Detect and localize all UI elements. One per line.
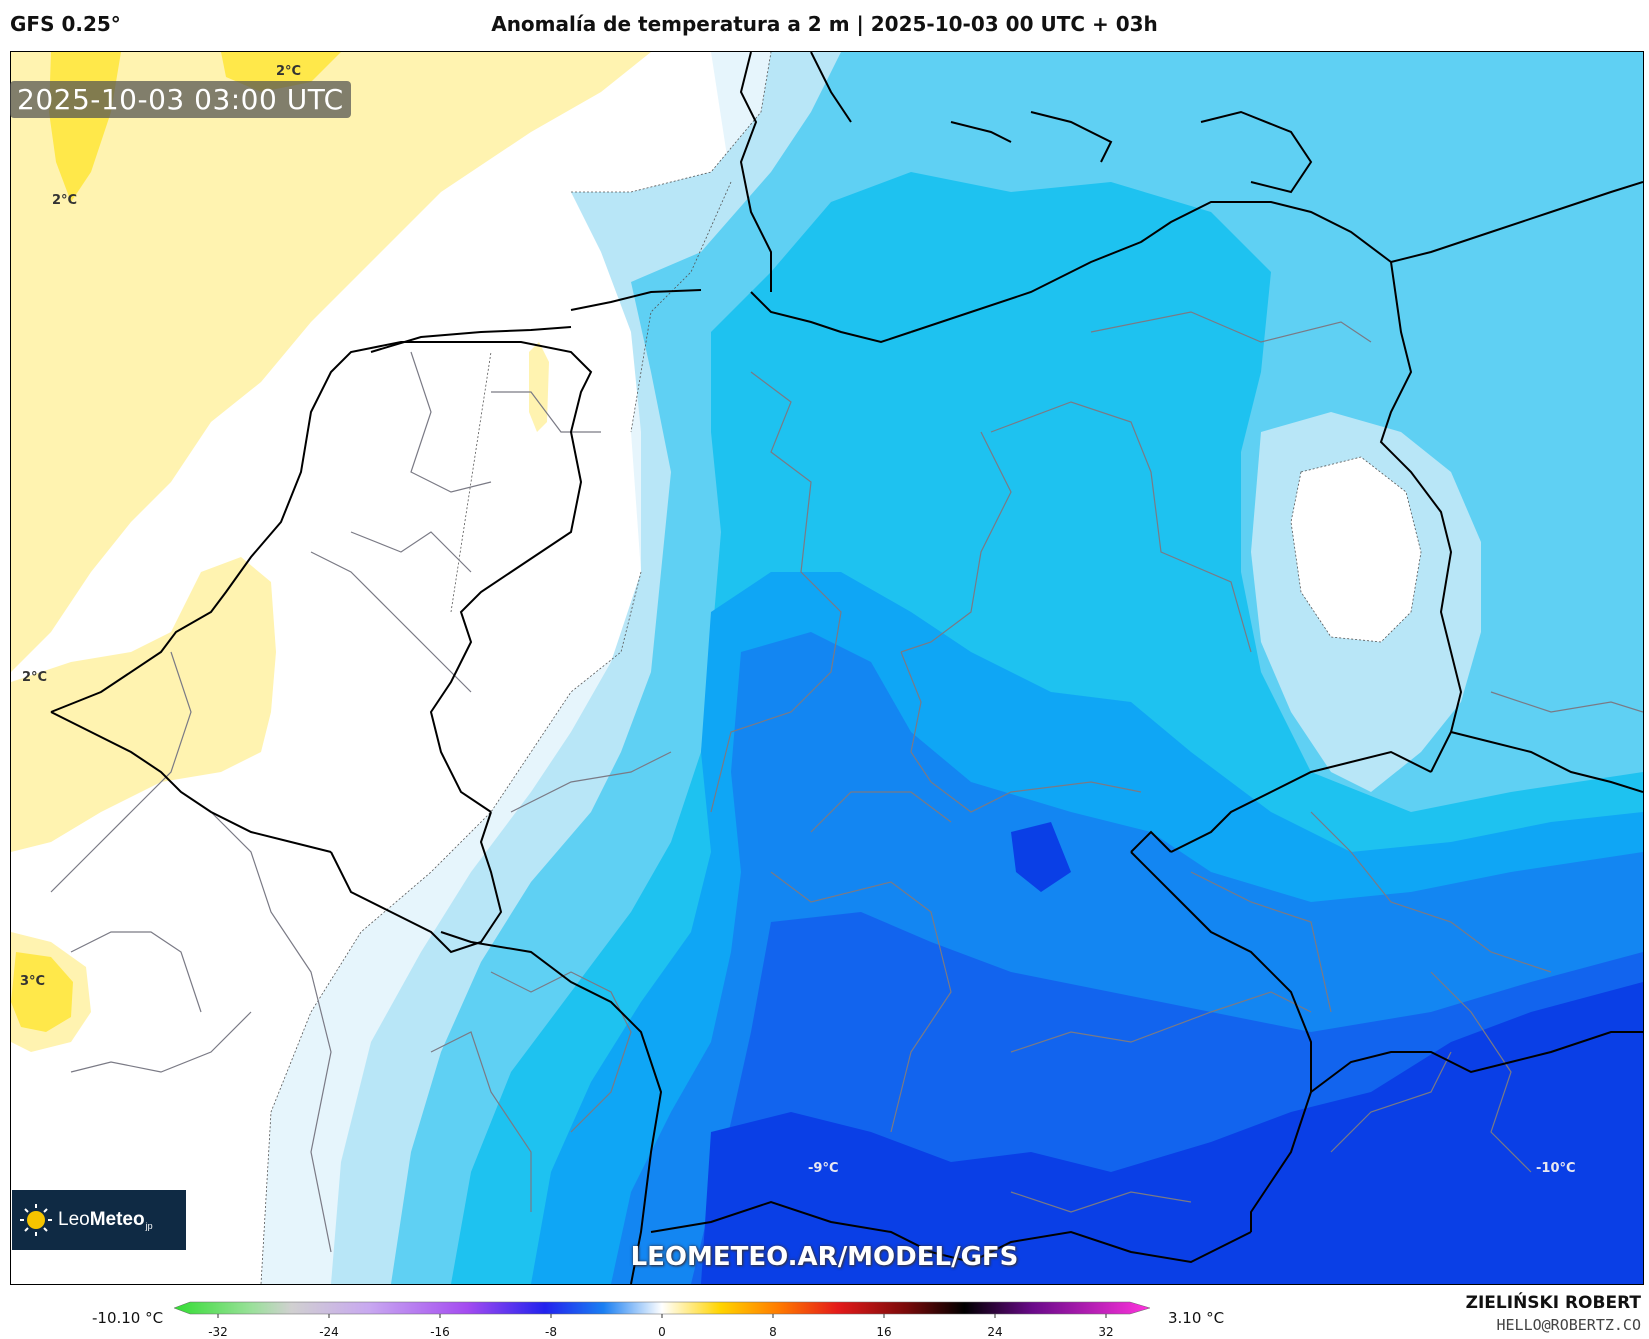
- anomaly-zone-royal-blue: [701, 982, 1643, 1284]
- colorbar-tick: 0: [658, 1325, 666, 1339]
- colorbar-gradient: [173, 1301, 1151, 1318]
- timestamp-label: 2025-10-03 03:00 UTC: [10, 81, 351, 118]
- contour-label: -9°C: [808, 1161, 839, 1176]
- national-borders: [50, 52, 1643, 1284]
- map-area[interactable]: [10, 51, 1644, 1285]
- colorbar-tick: -16: [430, 1325, 450, 1339]
- coastline-north: [810, 52, 1313, 194]
- colorbar-tick: 8: [769, 1325, 777, 1339]
- colorbar-tick: -24: [319, 1325, 339, 1339]
- author-email[interactable]: HELLO@ROBERTZ.CO: [1496, 1316, 1642, 1334]
- admin-borders: [50, 311, 1643, 1253]
- colorbar-max-label: 3.10 °C: [1168, 1309, 1225, 1327]
- colorbar-tick: -32: [208, 1325, 228, 1339]
- colorbar-min-label: -10.10 °C: [92, 1309, 164, 1327]
- logo-text: LeoMeteojp: [58, 1208, 153, 1232]
- anomaly-zone-white-east: [1291, 457, 1421, 642]
- contour-label: 3°C: [20, 974, 46, 989]
- colorbar-tick: 16: [876, 1325, 892, 1339]
- header: GFS 0.25° Anomalía de temperatura a 2 m …: [0, 0, 1649, 50]
- colorbar: -10.10 °C: [0, 1290, 1649, 1339]
- watermark-url: LEOMETEO.AR/MODEL/GFS: [630, 1242, 1019, 1272]
- colorbar-tick: 32: [1098, 1325, 1114, 1339]
- map-title: Anomalía de temperatura a 2 m | 2025-10-…: [491, 12, 1158, 36]
- contour-label: 2°C: [52, 193, 78, 208]
- colorbar-tick: 24: [987, 1325, 1003, 1339]
- author-name: ZIELIŃSKI ROBERT: [1465, 1293, 1641, 1313]
- leometeo-logo: LeoMeteojp: [12, 1190, 186, 1250]
- sun-icon: [20, 1204, 52, 1236]
- anomaly-zone-warm-coast: [11, 557, 276, 852]
- temperature-anomaly-map: [11, 52, 1643, 1284]
- anomaly-contours: [260, 52, 1422, 1284]
- contour-label: 2°C: [22, 670, 48, 685]
- anomaly-zone-royal-blue-2: [1011, 822, 1071, 892]
- model-label: GFS 0.25°: [10, 12, 121, 36]
- colorbar-tick: -8: [545, 1325, 557, 1339]
- anomaly-zone-yellow-3: [11, 952, 73, 1032]
- contour-label: 2°C: [276, 64, 302, 79]
- anomaly-zone-warm-northwest: [11, 52, 651, 672]
- contour-label: -10°C: [1536, 1161, 1576, 1176]
